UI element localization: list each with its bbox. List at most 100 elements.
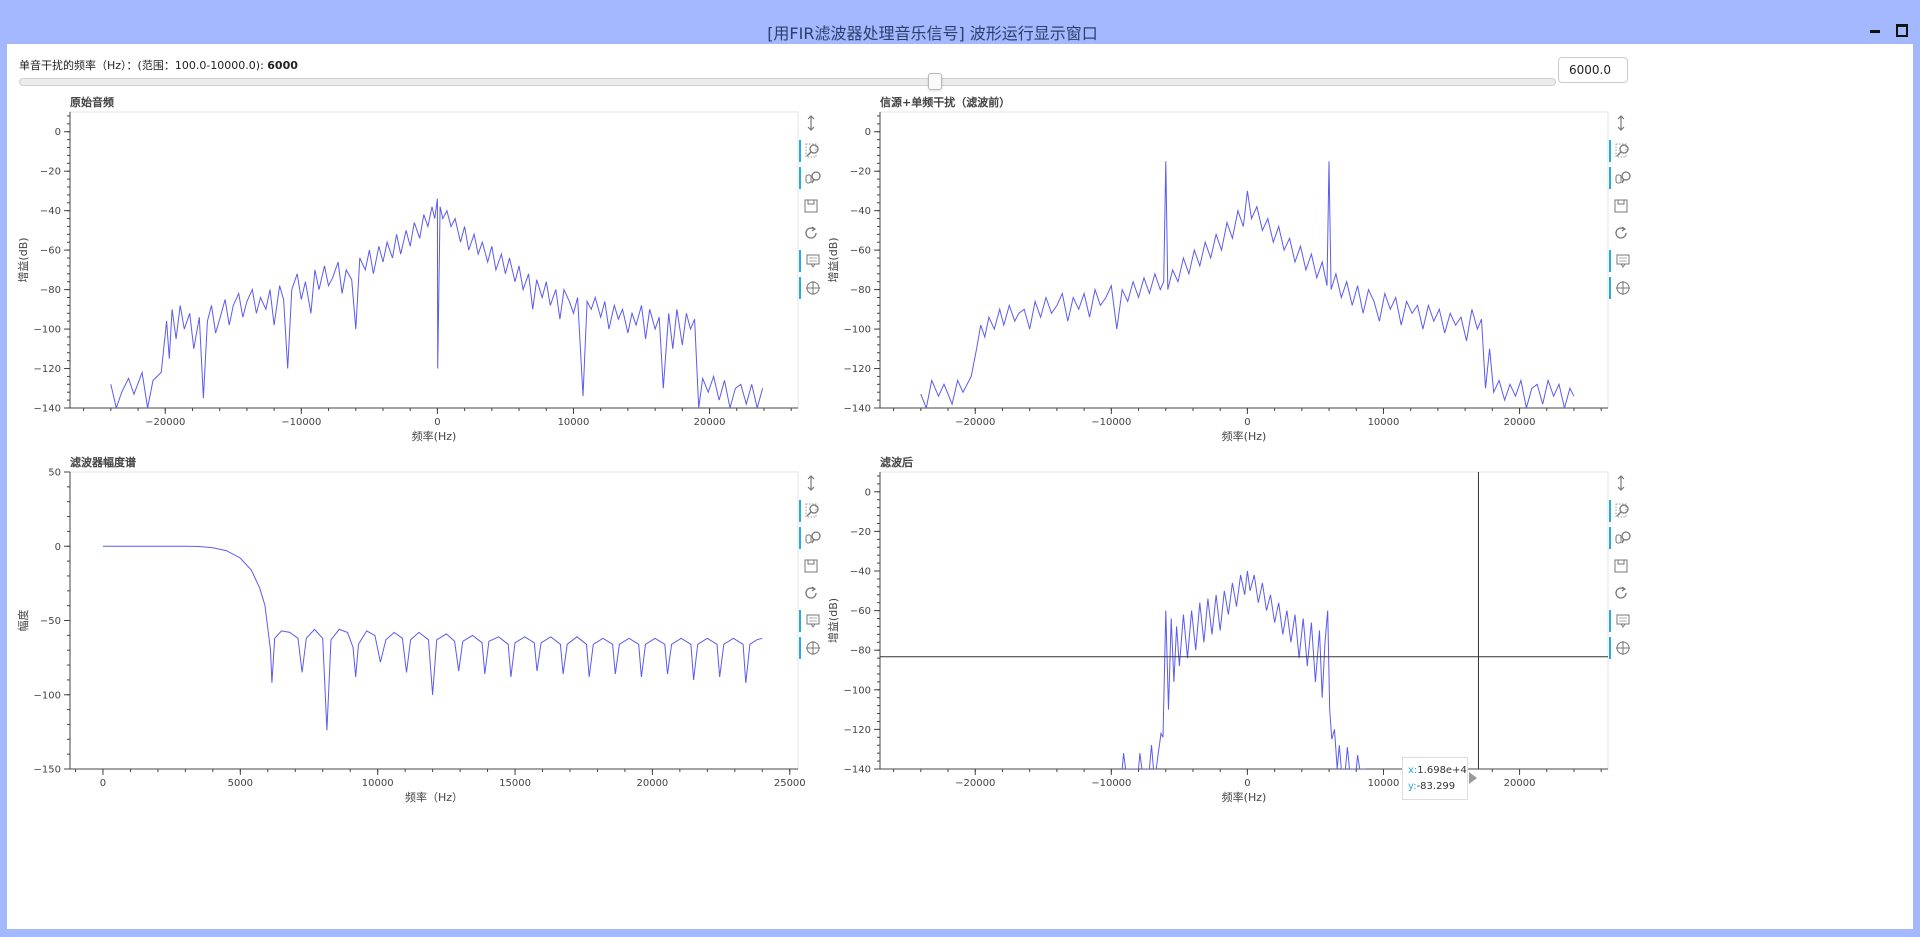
pan-icon[interactable] (1609, 472, 1633, 494)
save-icon[interactable] (799, 195, 823, 217)
x-tick-label: 20000 (1504, 417, 1536, 428)
x-tick-label: 20000 (694, 417, 726, 428)
y-tick-label: −120 (34, 364, 61, 375)
x-tick-label: 20000 (1504, 778, 1536, 789)
wheel-zoom-icon[interactable] (1609, 167, 1635, 189)
tooltip-y-value: -83.299 (1416, 781, 1456, 792)
save-icon[interactable] (1609, 195, 1633, 217)
title-bar: [用FIR滤波器处理音乐信号] 波形运行显示窗口 (0, 0, 1920, 44)
wheel-zoom-icon[interactable] (1609, 527, 1635, 549)
x-axis-label: 频率(Hz) (1222, 790, 1267, 804)
hover-icon[interactable] (799, 249, 825, 272)
y-tick-label: −20 (850, 167, 871, 178)
slider-label: 单音干扰的频率（Hz）：(范围：100.0-10000.0): 6000 (19, 57, 298, 73)
series-line (103, 545, 763, 731)
plot-area (879, 471, 1609, 770)
frequency-slider[interactable] (19, 78, 1556, 86)
y-tick-label: 0 (55, 127, 61, 138)
y-axis-label: 增益(dB) (826, 598, 840, 643)
chart-title: 滤波后 (880, 455, 913, 469)
y-tick-label: 0 (865, 127, 871, 138)
maximize-icon[interactable] (1895, 24, 1909, 37)
minimize-icon[interactable] (1868, 24, 1882, 36)
y-tick-label: −40 (850, 206, 871, 217)
x-tick-label: 15000 (499, 778, 531, 789)
slider-label-text: 单音干扰的频率（Hz）：(范围：100.0-10000.0): (19, 59, 264, 72)
tooltip-y-label: y: (1408, 781, 1417, 792)
slider-value: 6000 (267, 59, 298, 72)
x-tick-label: 0 (434, 417, 440, 428)
x-tick-label: −10000 (1091, 778, 1131, 789)
reset-icon[interactable] (1609, 582, 1633, 604)
box-zoom-icon[interactable] (1609, 499, 1635, 522)
y-tick-label: −80 (40, 285, 61, 296)
save-icon[interactable] (799, 555, 823, 577)
pan-icon[interactable] (1609, 112, 1633, 134)
reset-icon[interactable] (799, 222, 823, 244)
hover-icon[interactable] (799, 609, 825, 632)
y-tick-label: −80 (850, 285, 871, 296)
x-tick-label: 0 (1244, 417, 1250, 428)
y-tick-label: −40 (40, 206, 61, 217)
y-axis-label: 幅度 (16, 610, 30, 632)
y-tick-label: −120 (844, 725, 871, 736)
y-tick-label: 50 (48, 468, 61, 479)
x-tick-label: 10000 (362, 778, 394, 789)
x-tick-label: 10000 (558, 417, 590, 428)
x-tick-label: −10000 (1091, 417, 1131, 428)
hover-icon[interactable] (1609, 609, 1635, 632)
y-axis-label: 增益(dB) (826, 237, 840, 282)
hover-tooltip: x:1.698e+4 y:-83.299 (1402, 757, 1468, 800)
y-axis-label: 增益(dB) (16, 237, 30, 282)
tooltip-x-value: 1.698e+4 (1417, 765, 1467, 776)
x-tick-label: −10000 (281, 417, 321, 428)
series-line (1121, 570, 1366, 769)
y-tick-label: −60 (40, 246, 61, 257)
frequency-input[interactable] (1558, 57, 1628, 83)
y-tick-label: −140 (34, 404, 61, 415)
y-tick-label: −80 (850, 646, 871, 657)
hover-icon[interactable] (1609, 249, 1635, 272)
reset-icon[interactable] (799, 582, 823, 604)
box-zoom-icon[interactable] (1609, 139, 1635, 162)
x-tick-label: −20000 (955, 417, 995, 428)
x-tick-label: 10000 (1368, 417, 1400, 428)
box-zoom-icon[interactable] (799, 499, 825, 522)
box-zoom-icon[interactable] (799, 139, 825, 162)
chart-title: 原始音频 (70, 95, 114, 109)
y-tick-label: −20 (40, 167, 61, 178)
x-tick-label: 0 (100, 778, 106, 789)
x-axis-label: 频率(Hz) (1222, 429, 1267, 443)
x-tick-label: 5000 (228, 778, 253, 789)
chart-title: 滤波器幅度谱 (70, 455, 136, 469)
wheel-zoom-icon[interactable] (799, 527, 825, 549)
pan-icon[interactable] (799, 112, 823, 134)
save-icon[interactable] (1609, 555, 1633, 577)
y-tick-label: −150 (34, 765, 61, 776)
y-tick-label: −60 (850, 246, 871, 257)
reset-icon[interactable] (1609, 222, 1633, 244)
x-tick-label: −20000 (955, 778, 995, 789)
y-tick-label: 0 (55, 542, 61, 553)
x-tick-label: 0 (1244, 778, 1250, 789)
y-tick-label: −100 (844, 325, 871, 336)
slider-handle[interactable] (927, 73, 942, 90)
crosshair-icon[interactable] (799, 277, 825, 299)
pan-icon[interactable] (799, 472, 823, 494)
wheel-zoom-icon[interactable] (799, 167, 825, 189)
crosshair-icon[interactable] (1609, 277, 1635, 299)
y-tick-label: −120 (844, 364, 871, 375)
series-line (920, 161, 1575, 408)
x-tick-label: 20000 (636, 778, 668, 789)
crosshair-icon[interactable] (799, 637, 825, 659)
x-tick-label: 10000 (1368, 778, 1400, 789)
crosshair-icon[interactable] (1609, 637, 1635, 659)
chart-title: 信源+单频干扰（滤波前） (880, 95, 1010, 109)
window-title: [用FIR滤波器处理音乐信号] 波形运行显示窗口 (767, 24, 1098, 43)
tooltip-arrow (1469, 772, 1477, 784)
x-axis-label: 频率（Hz） (405, 790, 463, 804)
